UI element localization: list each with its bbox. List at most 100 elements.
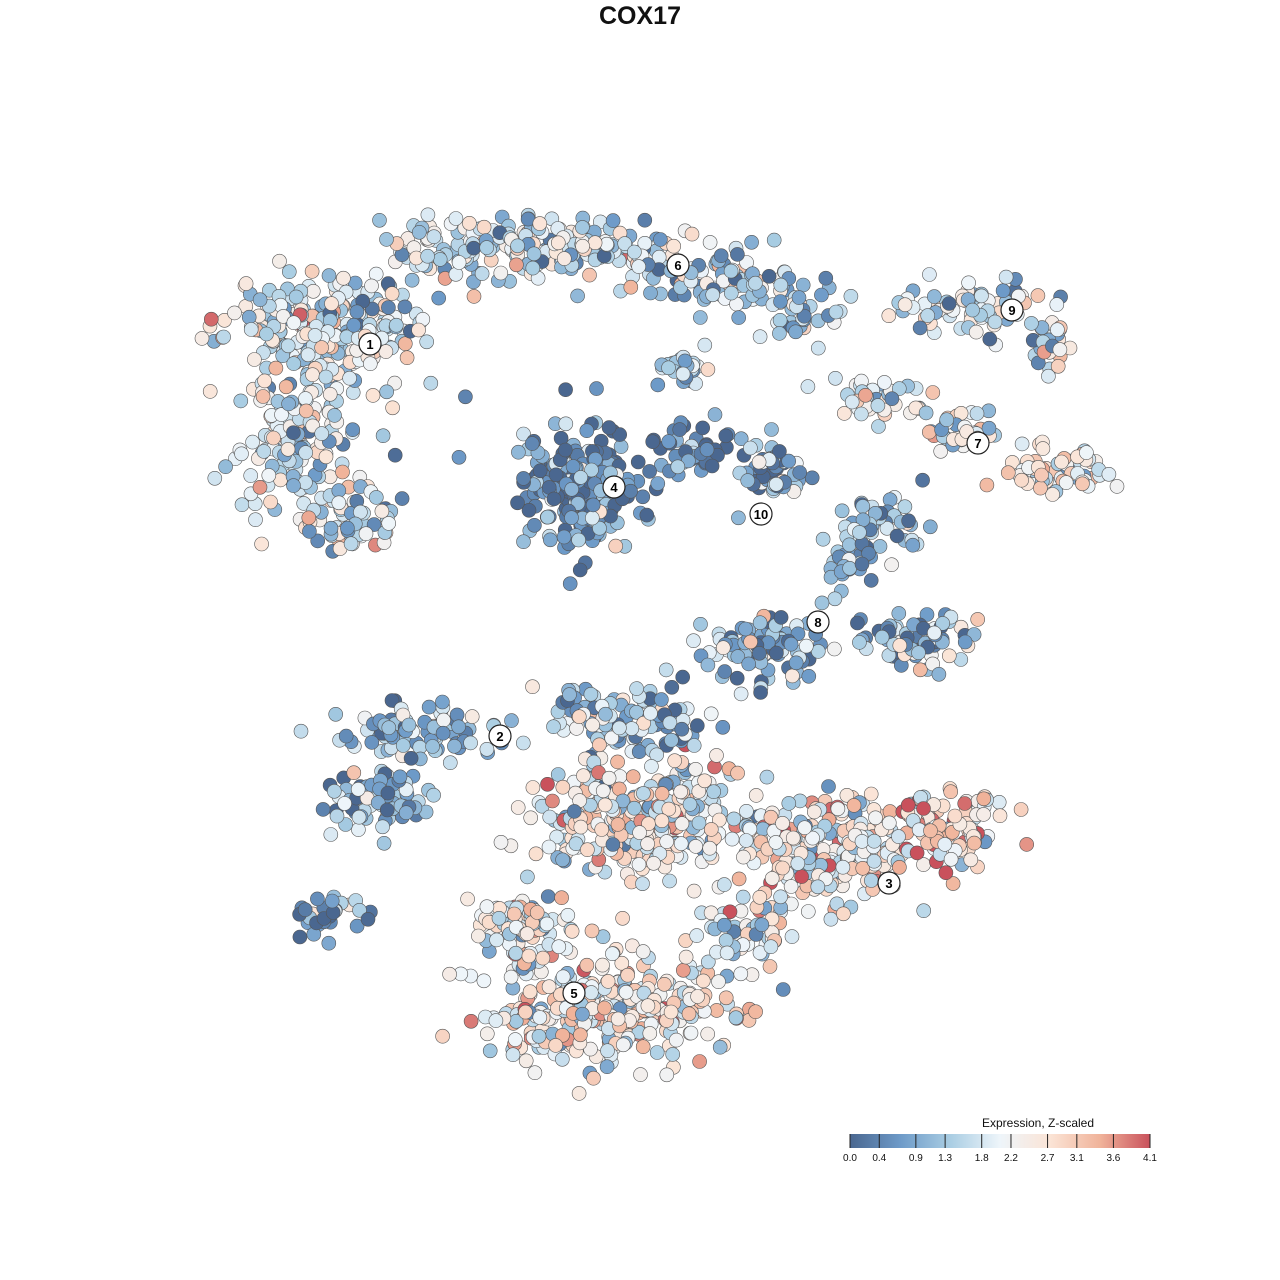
cell-point <box>933 443 949 459</box>
cell-point <box>298 391 313 406</box>
cell-point <box>358 526 374 542</box>
cell-point <box>286 315 302 331</box>
cell-point <box>601 770 617 786</box>
cell-point <box>510 800 526 815</box>
cluster-label: 2 <box>488 724 512 748</box>
cell-point <box>368 490 384 505</box>
cell-point <box>637 212 653 228</box>
cell-point <box>605 946 620 962</box>
cell-point <box>768 835 784 850</box>
cluster-label-text: 10 <box>754 507 768 522</box>
cell-point <box>255 389 271 404</box>
cell-point <box>462 216 477 231</box>
cell-point <box>1013 802 1029 817</box>
cell-point <box>550 235 566 251</box>
cell-point <box>772 326 787 341</box>
cell-point <box>703 822 719 837</box>
cell-point <box>684 226 700 242</box>
cell-point <box>261 468 277 483</box>
cell-point <box>998 269 1014 285</box>
cell-point <box>743 440 758 456</box>
cell-point <box>716 877 732 892</box>
cell-point <box>586 1070 601 1086</box>
cell-point <box>1075 476 1090 492</box>
cell-point <box>540 889 556 904</box>
cell-point <box>892 638 908 653</box>
cell-point <box>723 285 739 301</box>
cell-point <box>759 769 775 785</box>
cell-point <box>686 738 702 753</box>
cell-point <box>346 317 362 333</box>
cell-point <box>882 492 898 508</box>
cell-point <box>243 468 258 483</box>
cell-point <box>549 829 565 845</box>
cell-point <box>1014 472 1029 488</box>
cell-point <box>631 857 647 872</box>
cell-point <box>623 483 638 499</box>
cell-point <box>738 833 754 848</box>
cell-point <box>941 296 957 311</box>
cell-point <box>451 719 466 735</box>
cell-point <box>505 1047 521 1062</box>
cell-point <box>551 939 567 955</box>
cell-point <box>545 793 560 809</box>
cell-point <box>775 982 791 997</box>
cell-point <box>421 699 437 715</box>
cell-point <box>631 259 647 274</box>
cell-point <box>675 366 691 382</box>
cell-point <box>516 426 531 442</box>
cell-point <box>709 1003 725 1018</box>
cell-point <box>938 865 954 881</box>
cell-point <box>612 720 627 736</box>
cell-point <box>863 873 879 888</box>
cell-point <box>379 232 394 247</box>
legend-tick-label: 0.0 <box>843 1153 857 1164</box>
cell-point <box>686 633 701 649</box>
cell-point <box>785 668 800 684</box>
cell-point <box>866 853 882 869</box>
cell-point <box>1041 368 1056 384</box>
cell-point <box>995 283 1011 299</box>
cell-point <box>323 520 339 536</box>
cell-point <box>966 835 982 851</box>
cell-point <box>527 1065 543 1080</box>
cell-point <box>245 434 260 450</box>
cell-point <box>963 852 979 868</box>
cell-point <box>375 428 391 444</box>
cluster-label: 1 <box>358 332 382 356</box>
cell-point <box>411 322 426 338</box>
legend-tick-label: 1.8 <box>975 1153 989 1164</box>
cell-point <box>806 804 822 820</box>
cluster-label: 10 <box>749 502 773 526</box>
cell-point <box>562 687 577 702</box>
cell-point <box>659 1067 675 1083</box>
cell-point <box>912 320 928 336</box>
cell-point <box>775 815 790 831</box>
cell-point <box>772 444 787 459</box>
cell-point <box>259 326 274 342</box>
cell-point <box>688 839 704 854</box>
cell-point <box>286 425 301 441</box>
cell-point <box>435 725 451 741</box>
cluster-label-bubble <box>358 332 382 356</box>
cell-point <box>583 985 599 1000</box>
cell-point <box>493 834 509 850</box>
cell-point <box>466 240 482 256</box>
cell-point <box>435 694 450 710</box>
cell-point <box>675 962 691 978</box>
cell-point <box>800 904 816 919</box>
cell-point <box>919 607 935 622</box>
cell-point <box>518 1053 534 1069</box>
cell-point <box>957 796 973 811</box>
cell-point <box>506 906 522 922</box>
cell-point <box>674 721 690 737</box>
cell-point <box>491 910 507 926</box>
cell-point <box>653 232 668 247</box>
cell-point <box>288 289 304 305</box>
cell-point <box>451 255 467 270</box>
cell-point <box>564 923 580 939</box>
cell-point <box>828 304 844 320</box>
cell-point <box>349 918 365 934</box>
cell-point <box>1054 454 1069 470</box>
cell-point <box>411 225 427 240</box>
